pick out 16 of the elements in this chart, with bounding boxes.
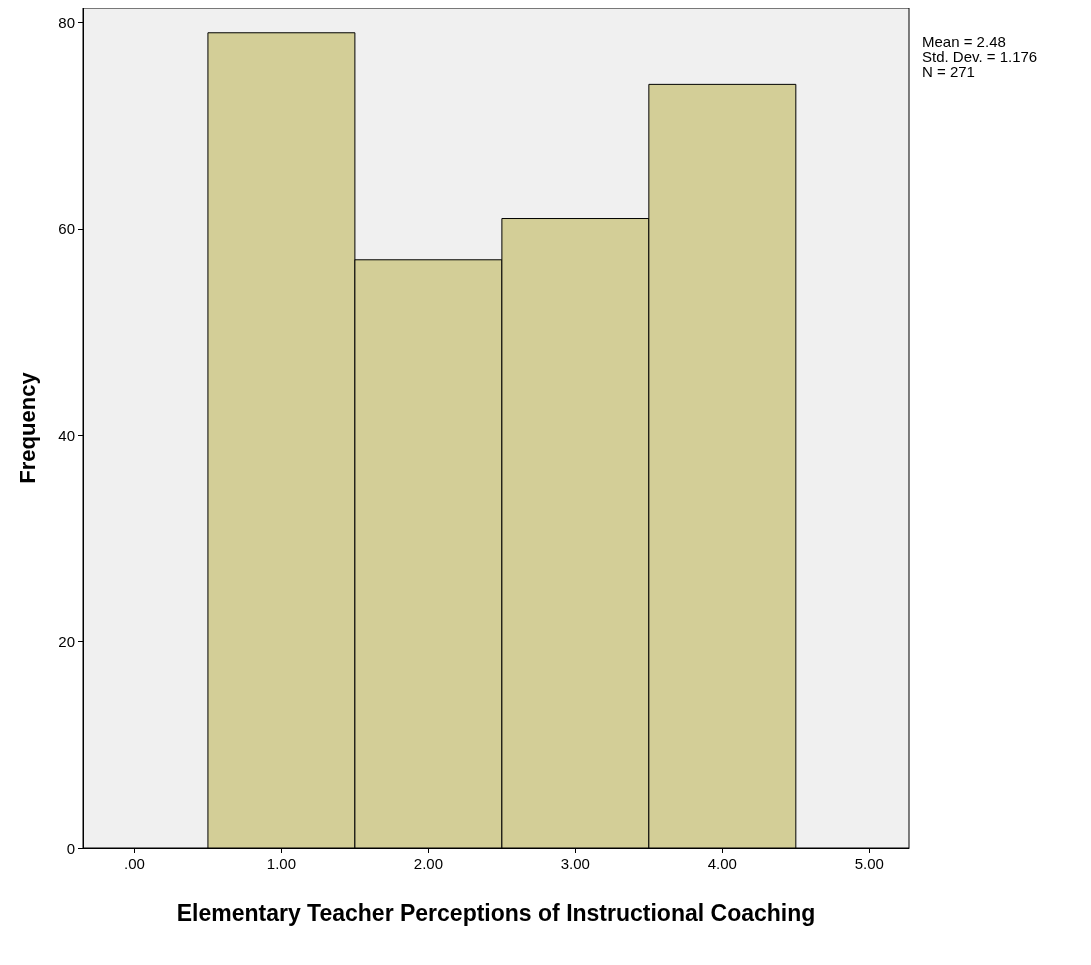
x-tick-label: .00: [124, 855, 145, 872]
x-tick-label: 4.00: [707, 855, 737, 872]
text: Std. Dev. = 1.176: [922, 48, 1038, 65]
x-tick-label: 5.00: [854, 855, 884, 872]
y-tick-label: 20: [58, 633, 75, 651]
x-tick-label: 3.00: [560, 855, 590, 872]
x-tick-label: 1.00: [266, 855, 297, 872]
x-axis-title: Elementary Teacher Perceptions of Instructional Coaching: [175, 900, 817, 926]
text: Mean = 2.48: [922, 33, 1006, 50]
x-tick-label: 2.00: [413, 855, 443, 872]
y-tick-label: 60: [58, 220, 75, 238]
y-tick-label: 80: [58, 13, 75, 31]
y-axis-title: Frequency: [14, 371, 40, 484]
y-tick-label: 0: [66, 839, 75, 857]
text: N = 271: [922, 63, 975, 80]
y-tick-label: 40: [58, 426, 75, 444]
